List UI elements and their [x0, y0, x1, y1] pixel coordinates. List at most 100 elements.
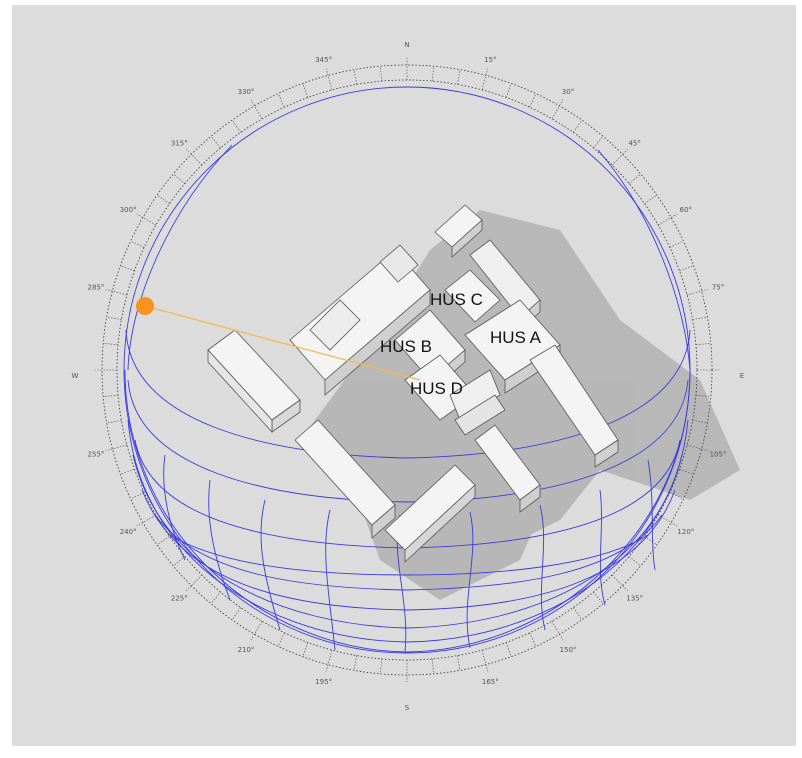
compass-tick — [457, 69, 461, 85]
compass-degree-label: 330° — [238, 88, 255, 96]
compass-tick — [380, 66, 383, 82]
building-face — [371, 504, 396, 539]
compass-tick — [186, 574, 203, 591]
compass-tick — [628, 173, 641, 184]
compass-tick — [551, 99, 564, 120]
compass-tick — [551, 620, 564, 641]
sunpath-band-8 — [127, 379, 689, 503]
sunpath-band-3 — [132, 454, 683, 629]
compass-tick — [611, 574, 628, 591]
compass-tick — [277, 93, 285, 108]
compass-tick — [250, 620, 263, 641]
scene-canvas[interactable]: 15° 30° 45° 60° 75° 105° 120° 135° 150° 165° 195° 2… — [12, 5, 796, 746]
sun-ray-line — [144, 305, 421, 381]
building-south-east-block[interactable] — [474, 424, 541, 513]
compass-tick — [593, 591, 604, 604]
hour-line-5 — [466, 511, 474, 649]
building-face — [451, 219, 483, 258]
compass-tick — [186, 149, 203, 166]
building-hus-a[interactable] — [464, 299, 619, 468]
compass-degree-label: 120° — [677, 528, 694, 536]
building-face — [519, 484, 541, 513]
sunpath-band-5 — [154, 514, 663, 591]
compass-degree-labels: 15° 30° 45° 60° 75° 105° 120° 135° 150° 165° 195° 2… — [88, 56, 727, 686]
compass-tick — [105, 288, 127, 296]
sun-position-marker-icon[interactable] — [136, 297, 154, 315]
compass-tick — [231, 607, 241, 621]
sun-path-diagram — [123, 86, 691, 654]
compass-degree-label: 315° — [171, 139, 188, 147]
compass-tick — [325, 650, 333, 672]
building-north-small[interactable] — [434, 204, 483, 258]
building-face — [324, 289, 431, 396]
building-hus-d[interactable] — [404, 354, 506, 436]
compass-tick — [573, 119, 583, 133]
compass-tick — [695, 343, 711, 346]
compass-degree-label: 75° — [712, 284, 724, 292]
building-face — [449, 369, 501, 421]
compass-degree-label: 105° — [710, 450, 727, 458]
compass-tick — [353, 655, 357, 671]
building-south-long[interactable] — [294, 419, 396, 539]
compass-tick — [505, 642, 512, 657]
compass-tick — [120, 265, 135, 272]
building-models[interactable] — [207, 204, 619, 563]
compass-tick — [103, 343, 119, 346]
compass-tick — [302, 642, 309, 657]
compass-tick — [173, 556, 186, 567]
building-face — [309, 299, 361, 351]
compass-tick — [695, 394, 711, 397]
compass-degree-label: 225° — [171, 595, 188, 603]
hour-line-1 — [208, 479, 231, 601]
compass-degree-label: 30° — [562, 88, 574, 96]
compass-tick — [669, 492, 684, 500]
compass-tick — [130, 492, 145, 500]
hour-line-3 — [325, 509, 336, 651]
hour-line-8 — [647, 459, 656, 571]
sunpath-band-6 — [169, 534, 649, 576]
compass-tick — [103, 394, 119, 397]
compass-tick — [106, 420, 122, 424]
building-west-long[interactable] — [207, 329, 301, 434]
hour-line-6 — [539, 504, 546, 631]
sun-study-scene[interactable]: 15° 30° 45° 60° 75° 105° 120° 135° 150° 165° 195° 2… — [12, 5, 796, 746]
compass-tick — [250, 99, 263, 120]
compass-tick — [529, 93, 537, 108]
compass-tick — [105, 444, 127, 452]
compass-tick — [505, 83, 512, 98]
building-south-diagonal[interactable] — [384, 464, 476, 563]
compass-tick — [529, 632, 537, 647]
compass-tick — [353, 69, 357, 85]
compass-tick — [687, 288, 709, 296]
compass-degree-label: 255° — [88, 450, 105, 458]
compass-tick — [481, 650, 489, 672]
compass-east-label: E — [740, 372, 744, 380]
compass-tick — [325, 68, 333, 90]
sunpath-band-2 — [127, 419, 689, 643]
compass-degree-label: 300° — [120, 206, 137, 214]
compass-tick — [210, 591, 221, 604]
compass-tick — [210, 136, 221, 149]
sunpath-arc-right — [597, 149, 691, 371]
compass-tick — [431, 66, 434, 82]
compass-tick — [687, 444, 709, 452]
compass-north-label: N — [404, 41, 409, 49]
compass-degree-label: 150° — [560, 646, 577, 654]
compass-ticks — [95, 58, 719, 682]
compass-degree-label: 210° — [238, 646, 255, 654]
sunpath-band-1 — [124, 369, 691, 653]
compass-degree-label: 195° — [315, 678, 332, 686]
compass-tick — [136, 514, 157, 527]
sunpath-band-4 — [141, 489, 676, 611]
compass-degree-label: 345° — [315, 56, 332, 64]
compass-tick — [481, 68, 489, 90]
building-face — [404, 484, 476, 563]
compass-tick — [130, 240, 145, 248]
building-northwest-row[interactable] — [289, 244, 431, 396]
hour-line-7 — [599, 489, 606, 606]
building-label-hus-d: HUS D — [410, 379, 463, 398]
compass-tick — [644, 536, 658, 546]
building-label-hus-b: HUS B — [380, 337, 432, 356]
compass-tick — [628, 556, 641, 567]
